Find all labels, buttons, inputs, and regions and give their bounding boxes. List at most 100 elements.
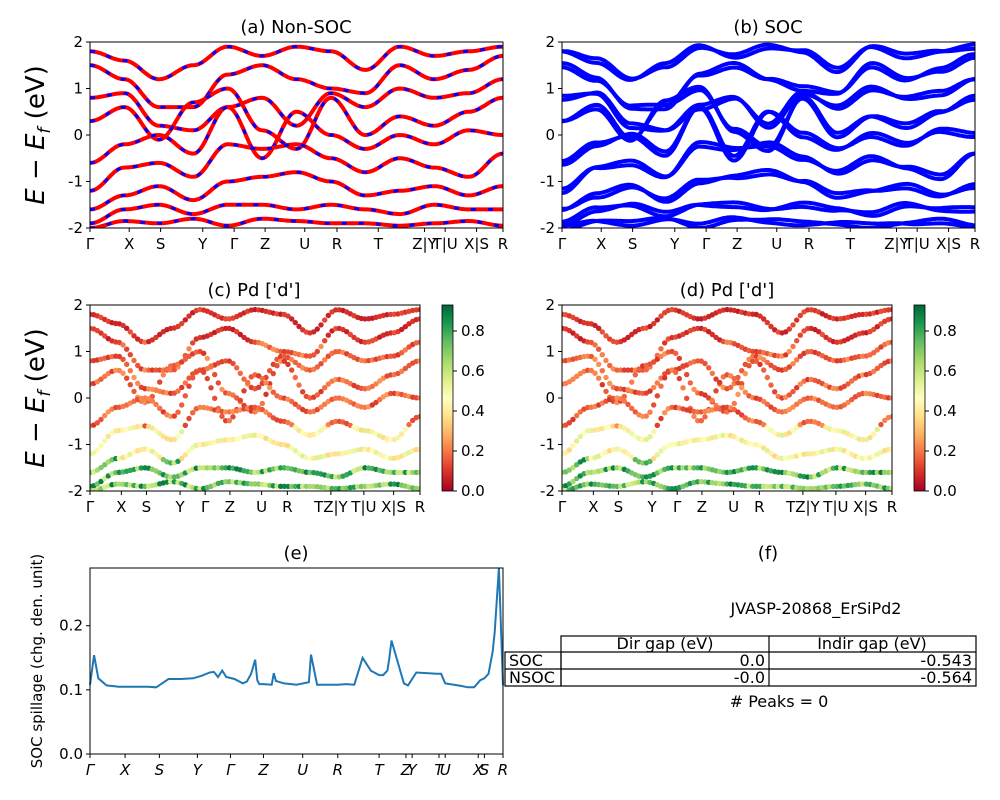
scatter-point bbox=[230, 360, 236, 367]
scatter-point bbox=[621, 367, 627, 373]
scatter-point bbox=[874, 365, 880, 372]
scatter-point bbox=[179, 402, 185, 408]
scatter-point bbox=[654, 380, 660, 386]
colorbar-tick-label: 0.6 bbox=[461, 362, 485, 380]
scatter-point bbox=[314, 392, 320, 398]
scatter-point bbox=[614, 367, 620, 373]
scatter-point bbox=[116, 353, 123, 360]
scatter-point bbox=[270, 389, 276, 395]
x-tick-label: Y bbox=[647, 498, 658, 516]
scatter-point bbox=[768, 323, 774, 330]
scatter-point bbox=[651, 402, 657, 408]
scatter-point bbox=[889, 413, 892, 420]
scatter-point bbox=[742, 389, 748, 395]
scatter-point bbox=[318, 361, 324, 367]
table-cell-soc-indir: -0.543 bbox=[920, 651, 972, 670]
scatter-point bbox=[263, 409, 269, 415]
x-tick-label: Z|Y bbox=[884, 235, 909, 253]
scatter-point bbox=[230, 414, 236, 420]
scatter-point bbox=[764, 359, 770, 366]
x-tick-label: Y bbox=[408, 761, 419, 779]
scatter-point bbox=[709, 331, 715, 338]
scatter-point bbox=[413, 469, 419, 476]
colorbar-tick-label: 0.6 bbox=[933, 362, 957, 380]
scatter-point bbox=[219, 465, 225, 471]
x-tick-label: R bbox=[804, 235, 814, 253]
scatter-point bbox=[691, 465, 697, 471]
scatter-point bbox=[267, 368, 273, 374]
scatter-point bbox=[98, 443, 104, 449]
scatter-point bbox=[127, 368, 133, 374]
x-tick-label: R bbox=[332, 235, 342, 253]
x-tick-label: S bbox=[156, 235, 166, 253]
scatter-point bbox=[289, 316, 295, 322]
scatter-point bbox=[629, 379, 635, 385]
scatter-point bbox=[292, 359, 298, 366]
y-tick-label: -1 bbox=[68, 173, 83, 191]
scatter-point bbox=[175, 388, 181, 394]
scatter-point bbox=[153, 387, 159, 393]
x-tick-label: S bbox=[480, 761, 490, 779]
scatter-point bbox=[153, 334, 159, 341]
scatter-point bbox=[735, 391, 741, 397]
scatter-point bbox=[171, 367, 177, 373]
scatter-point bbox=[135, 380, 141, 386]
scatter-point bbox=[764, 319, 770, 326]
band-line-nsoc bbox=[90, 216, 503, 228]
scatter-point bbox=[190, 375, 196, 381]
scatter-point bbox=[175, 409, 181, 415]
material-id: JVASP-20868_ErSiPd2 bbox=[730, 599, 902, 619]
scatter-point bbox=[687, 380, 693, 386]
scatter-point bbox=[325, 381, 331, 387]
scatter-point bbox=[105, 409, 112, 415]
scatter-point bbox=[709, 397, 715, 404]
scatter-point bbox=[680, 385, 686, 391]
y-tick-label: 2 bbox=[73, 33, 83, 51]
scatter-point bbox=[208, 465, 214, 471]
scatter-point bbox=[215, 465, 221, 471]
scatter-point bbox=[212, 371, 218, 378]
scatter-point bbox=[190, 410, 196, 416]
scatter-point bbox=[625, 401, 631, 408]
scatter-point bbox=[735, 380, 741, 386]
scatter-point bbox=[318, 404, 324, 410]
scatter-point bbox=[124, 346, 130, 352]
scatter-point bbox=[603, 388, 609, 395]
scatter-point bbox=[651, 455, 657, 462]
scatter-point bbox=[768, 483, 774, 490]
scatter-point bbox=[270, 370, 276, 377]
x-tick-label: Z bbox=[697, 498, 707, 516]
plot-frame bbox=[561, 41, 976, 229]
scatter-point bbox=[889, 395, 892, 401]
scatter-point bbox=[574, 438, 580, 444]
scatter-point bbox=[105, 433, 112, 440]
scatter-point bbox=[296, 323, 302, 330]
scatter-point bbox=[691, 386, 697, 393]
scatter-point bbox=[676, 465, 682, 471]
scatter-point bbox=[596, 346, 602, 352]
scatter-point bbox=[673, 369, 679, 375]
x-tick-label: X|S bbox=[853, 498, 878, 516]
colorbar-tick-label: 0.8 bbox=[461, 322, 485, 340]
x-tick-label: T bbox=[373, 235, 384, 253]
x-tick-label: X|S bbox=[936, 235, 961, 253]
table-cell-nsoc-dir: -0.0 bbox=[734, 668, 765, 687]
scatter-point bbox=[658, 448, 664, 454]
y-tick-label: 0 bbox=[545, 389, 555, 407]
x-tick-label: S bbox=[142, 498, 152, 516]
scatter-point bbox=[658, 346, 664, 352]
scatter-point bbox=[790, 322, 796, 328]
scatter-point bbox=[399, 431, 405, 437]
x-tick-label: X|S bbox=[464, 235, 489, 253]
scatter-point bbox=[651, 320, 657, 327]
scatter-point bbox=[607, 362, 613, 369]
scatter-point bbox=[175, 434, 181, 440]
scatter-point bbox=[684, 395, 690, 401]
scatter-point bbox=[241, 376, 247, 382]
scatter-point bbox=[182, 452, 188, 458]
scatter-point bbox=[739, 384, 745, 391]
y-tick-label: -1 bbox=[540, 436, 555, 454]
scatter-point bbox=[237, 397, 243, 404]
table-header-dir-gap: Dir gap (eV) bbox=[617, 634, 714, 653]
band-line-nsoc-dash bbox=[90, 105, 503, 165]
